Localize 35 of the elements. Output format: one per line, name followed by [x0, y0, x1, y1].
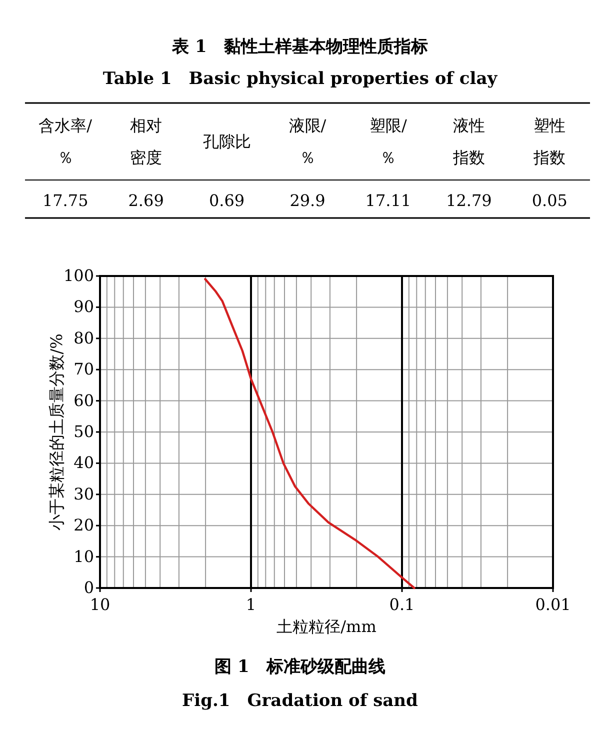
data-label: 2.69	[128, 191, 164, 210]
category-label: 相对密度	[130, 116, 162, 167]
text: 表 1 黏性土样基本物理性质指标	[171, 37, 428, 57]
y-tick-label: 90	[74, 297, 94, 316]
category-label: 液限/ ％	[288, 116, 327, 167]
y-tick-label: 100	[63, 266, 94, 285]
data-label: 17.75	[42, 191, 88, 210]
y-tick-label: 80	[74, 328, 94, 348]
data-label: 0.05	[532, 191, 568, 210]
text: Table 1 Basic physical properties of clay	[102, 69, 498, 89]
y-axis-title: 小于某粒径的土质量分数/%	[47, 334, 66, 530]
x-axis-title: 土粒粒径/mm	[276, 617, 376, 636]
data-label: 29.9	[290, 191, 326, 210]
x-tick-label: 1	[246, 595, 256, 614]
category-label: 塑性指数	[532, 116, 566, 167]
category-label: 含水率/ ％	[38, 116, 93, 167]
category-label: 塑限/ ％	[370, 116, 408, 167]
y-tick-label: 40	[74, 453, 94, 472]
y-tick-label: 30	[74, 484, 94, 504]
y-tick-label: 50	[74, 422, 94, 441]
y-tick-label: 70	[74, 360, 94, 379]
text: 图 1 标准砂级配曲线	[214, 657, 386, 677]
data-label: 17.11	[365, 191, 412, 210]
x-tick-label: 0.1	[389, 595, 415, 614]
text: Fig.1 Gradation of sand	[182, 691, 418, 711]
category-label: 孔隙比	[202, 132, 251, 151]
y-tick-label: 60	[74, 390, 94, 410]
x-tick-label: 0.01	[535, 595, 571, 614]
y-tick-label: 0	[84, 578, 94, 597]
data-label: 12.79	[446, 191, 492, 210]
y-tick-label: 10	[74, 546, 94, 566]
x-tick-label: 10	[90, 595, 110, 614]
category-label: 液性指数	[452, 116, 485, 167]
data-label: 0.69	[208, 191, 245, 210]
y-tick-label: 20	[74, 516, 94, 535]
